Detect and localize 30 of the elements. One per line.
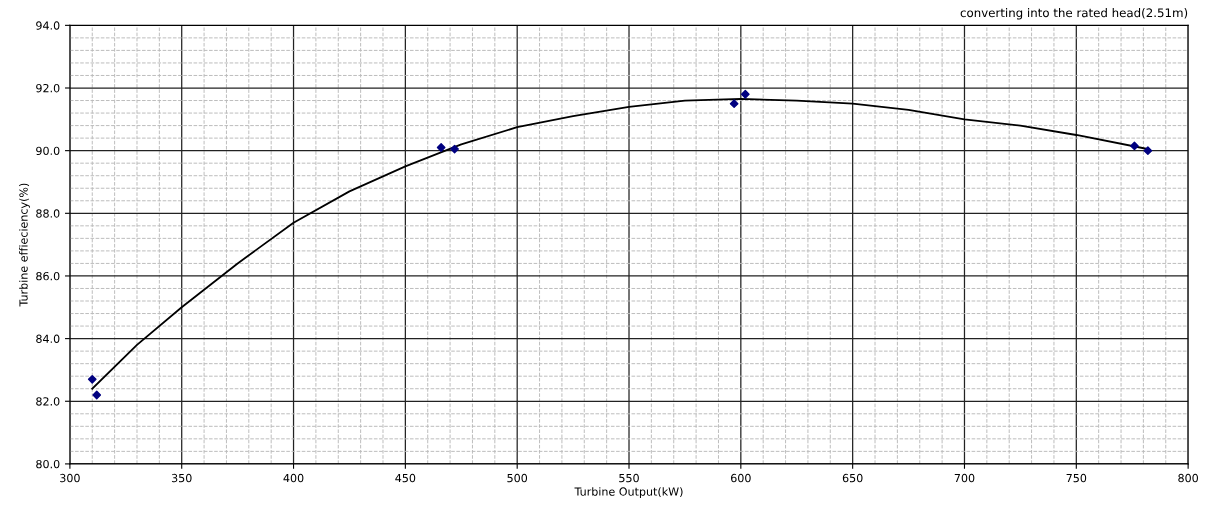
point [436,143,446,152]
y-tick-label: 94.0 [36,21,60,30]
y-tick-label: 82.0 [36,397,60,406]
x-axis-title: Turbine Output(kW) [574,487,683,498]
point [1143,146,1153,156]
point [92,390,102,400]
point [740,89,750,99]
y-axis-title: Turbine effieciency(%) [19,183,30,307]
y-tick-label: 80.0 [36,459,60,469]
point [450,144,459,154]
point [1130,141,1139,151]
x-tick-label: 500 [507,473,528,483]
y-tick-label: 88.0 [36,209,60,218]
x-tick-label: 750 [1066,473,1087,483]
chart-title: converting into the rated head(2.51m) [960,8,1188,20]
y-tick-label: 84.0 [36,334,60,343]
x-tick-label: 400 [283,473,304,483]
x-tick-label: 600 [731,473,751,483]
x-tick-label: 450 [395,473,416,483]
x-tick-label: 350 [171,473,192,483]
x-tick-label: 700 [954,473,975,483]
x-tick-label: 650 [842,473,863,483]
y-tick-label: 92.0 [36,83,60,93]
x-tick-label: 550 [619,473,639,483]
y-tick-label: 90.0 [36,146,60,156]
x-tick-label: 800 [1178,473,1198,483]
point [87,374,97,384]
y-tick-label: 86.0 [36,271,60,281]
point [729,99,739,109]
x-tick-label: 300 [60,473,80,483]
